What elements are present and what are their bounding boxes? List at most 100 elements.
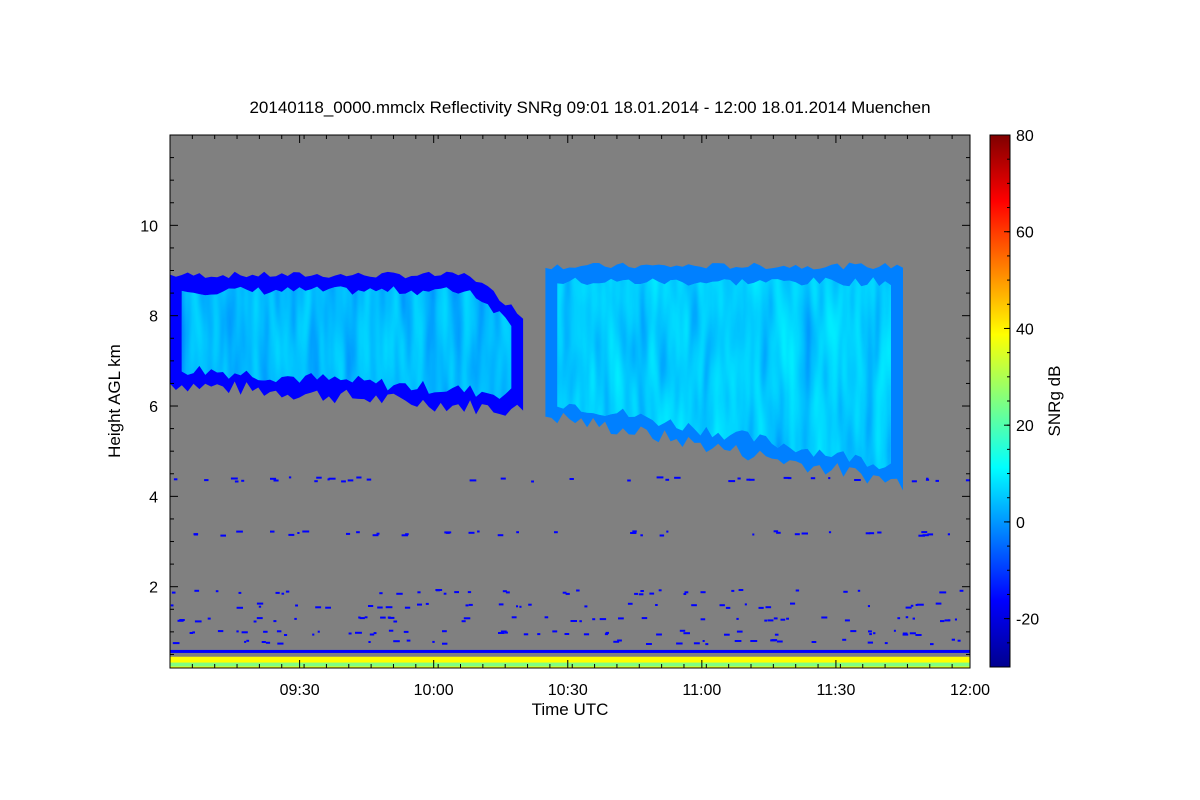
colorbar-axis: -20 0 20 40 60 80 — [1004, 128, 1039, 668]
noise-pixel — [605, 631, 609, 634]
noise-pixel — [927, 533, 934, 536]
noise-pixel — [312, 633, 315, 636]
noise-pixel — [236, 630, 239, 633]
noise-pixel — [465, 604, 469, 607]
x-tick-label: 11:30 — [816, 682, 855, 699]
noise-pixel — [523, 633, 529, 636]
noise-pixel — [502, 590, 507, 593]
noise-pixel — [911, 480, 917, 483]
noise-pixel — [505, 591, 510, 594]
noise-pixel — [604, 633, 609, 636]
colorbar-label: SNRg dB — [1045, 366, 1064, 437]
noise-pixel — [592, 618, 596, 621]
noise-pixel — [658, 589, 662, 592]
noise-pixel — [959, 589, 964, 592]
noise-pixel — [294, 617, 297, 620]
noise-pixel — [461, 620, 466, 623]
noise-pixel — [366, 478, 372, 481]
noise-pixel — [388, 616, 395, 619]
clutter-band — [170, 649, 970, 653]
noise-pixel — [519, 605, 522, 608]
noise-pixel — [393, 620, 398, 623]
noise-pixel — [630, 532, 637, 534]
x-tick-label: 09:30 — [280, 682, 320, 699]
y-axis-label: Height AGL km — [105, 344, 124, 458]
noise-pixel — [565, 592, 570, 595]
noise-pixel — [646, 643, 652, 645]
noise-pixel — [641, 617, 648, 620]
noise-pixel — [951, 638, 955, 641]
noise-pixel — [905, 616, 909, 619]
noise-pixel — [314, 480, 318, 483]
noise-pixel — [794, 533, 800, 536]
noise-pixel — [857, 589, 861, 592]
noise-pixel — [734, 640, 742, 642]
noise-pixel — [348, 632, 352, 635]
noise-pixel — [288, 476, 292, 479]
noise-pixel — [738, 589, 744, 591]
noise-pixel — [725, 606, 731, 609]
noise-pixel — [925, 478, 930, 481]
noise-pixel — [238, 591, 242, 594]
noise-pixel — [417, 591, 421, 594]
noise-pixel — [897, 617, 901, 620]
noise-pixel — [613, 640, 620, 643]
noise-pixel — [922, 534, 929, 537]
noise-pixel — [719, 604, 725, 607]
noise-pixel — [638, 593, 644, 596]
noise-pixel — [649, 592, 655, 595]
noise-pixel — [884, 642, 888, 645]
noise-pixel — [380, 616, 386, 619]
noise-pixel — [916, 603, 924, 606]
noise-pixel — [634, 592, 638, 595]
noise-pixel — [256, 602, 264, 605]
noise-pixel — [666, 530, 669, 533]
noise-pixel — [632, 530, 637, 533]
noise-pixel — [552, 630, 558, 633]
noise-pixel — [516, 531, 519, 534]
clutter-band — [170, 662, 970, 667]
y-tick-label: 10 — [140, 218, 158, 235]
noise-pixel — [315, 606, 322, 609]
noise-pixel — [570, 620, 577, 622]
noise-pixel — [683, 632, 690, 635]
noise-pixel — [691, 604, 697, 607]
noise-pixel — [674, 476, 681, 479]
noise-pixel — [356, 531, 360, 534]
noise-pixel — [327, 478, 330, 481]
noise-pixel — [189, 632, 194, 634]
noise-pixel — [676, 642, 683, 645]
noise-pixel — [700, 591, 706, 594]
noise-pixel — [417, 603, 422, 606]
noise-pixel — [244, 640, 247, 643]
colorbar-tick-label: 60 — [1016, 225, 1034, 242]
noise-pixel — [912, 617, 915, 620]
noise-pixel — [442, 642, 448, 645]
noise-pixel — [773, 617, 778, 620]
noise-pixel — [364, 616, 368, 619]
noise-pixel — [576, 589, 580, 592]
x-axis-label: Time UTC — [532, 700, 609, 719]
noise-pixel — [355, 631, 362, 634]
noise-pixel — [379, 592, 383, 595]
noise-pixel — [910, 604, 914, 607]
noise-pixel — [531, 480, 534, 483]
noise-pixel — [893, 629, 896, 632]
noise-pixel — [387, 616, 391, 619]
noise-pixel — [516, 605, 518, 608]
noise-pixel — [273, 479, 279, 482]
noise-pixel — [177, 619, 184, 622]
noise-pixel — [640, 590, 644, 592]
noise-pixel — [562, 591, 567, 594]
noise-pixel — [511, 616, 517, 619]
y-axis: 2 4 6 8 10 — [140, 157, 970, 655]
colorbar-tick-label: -20 — [1016, 612, 1039, 629]
noise-pixel — [873, 632, 876, 635]
noise-pixel — [764, 619, 767, 622]
noise-pixel — [776, 531, 781, 534]
noise-pixel — [564, 633, 570, 635]
noise-pixel — [868, 630, 872, 633]
noise-pixel — [583, 633, 590, 636]
noise-pixel — [854, 479, 861, 481]
